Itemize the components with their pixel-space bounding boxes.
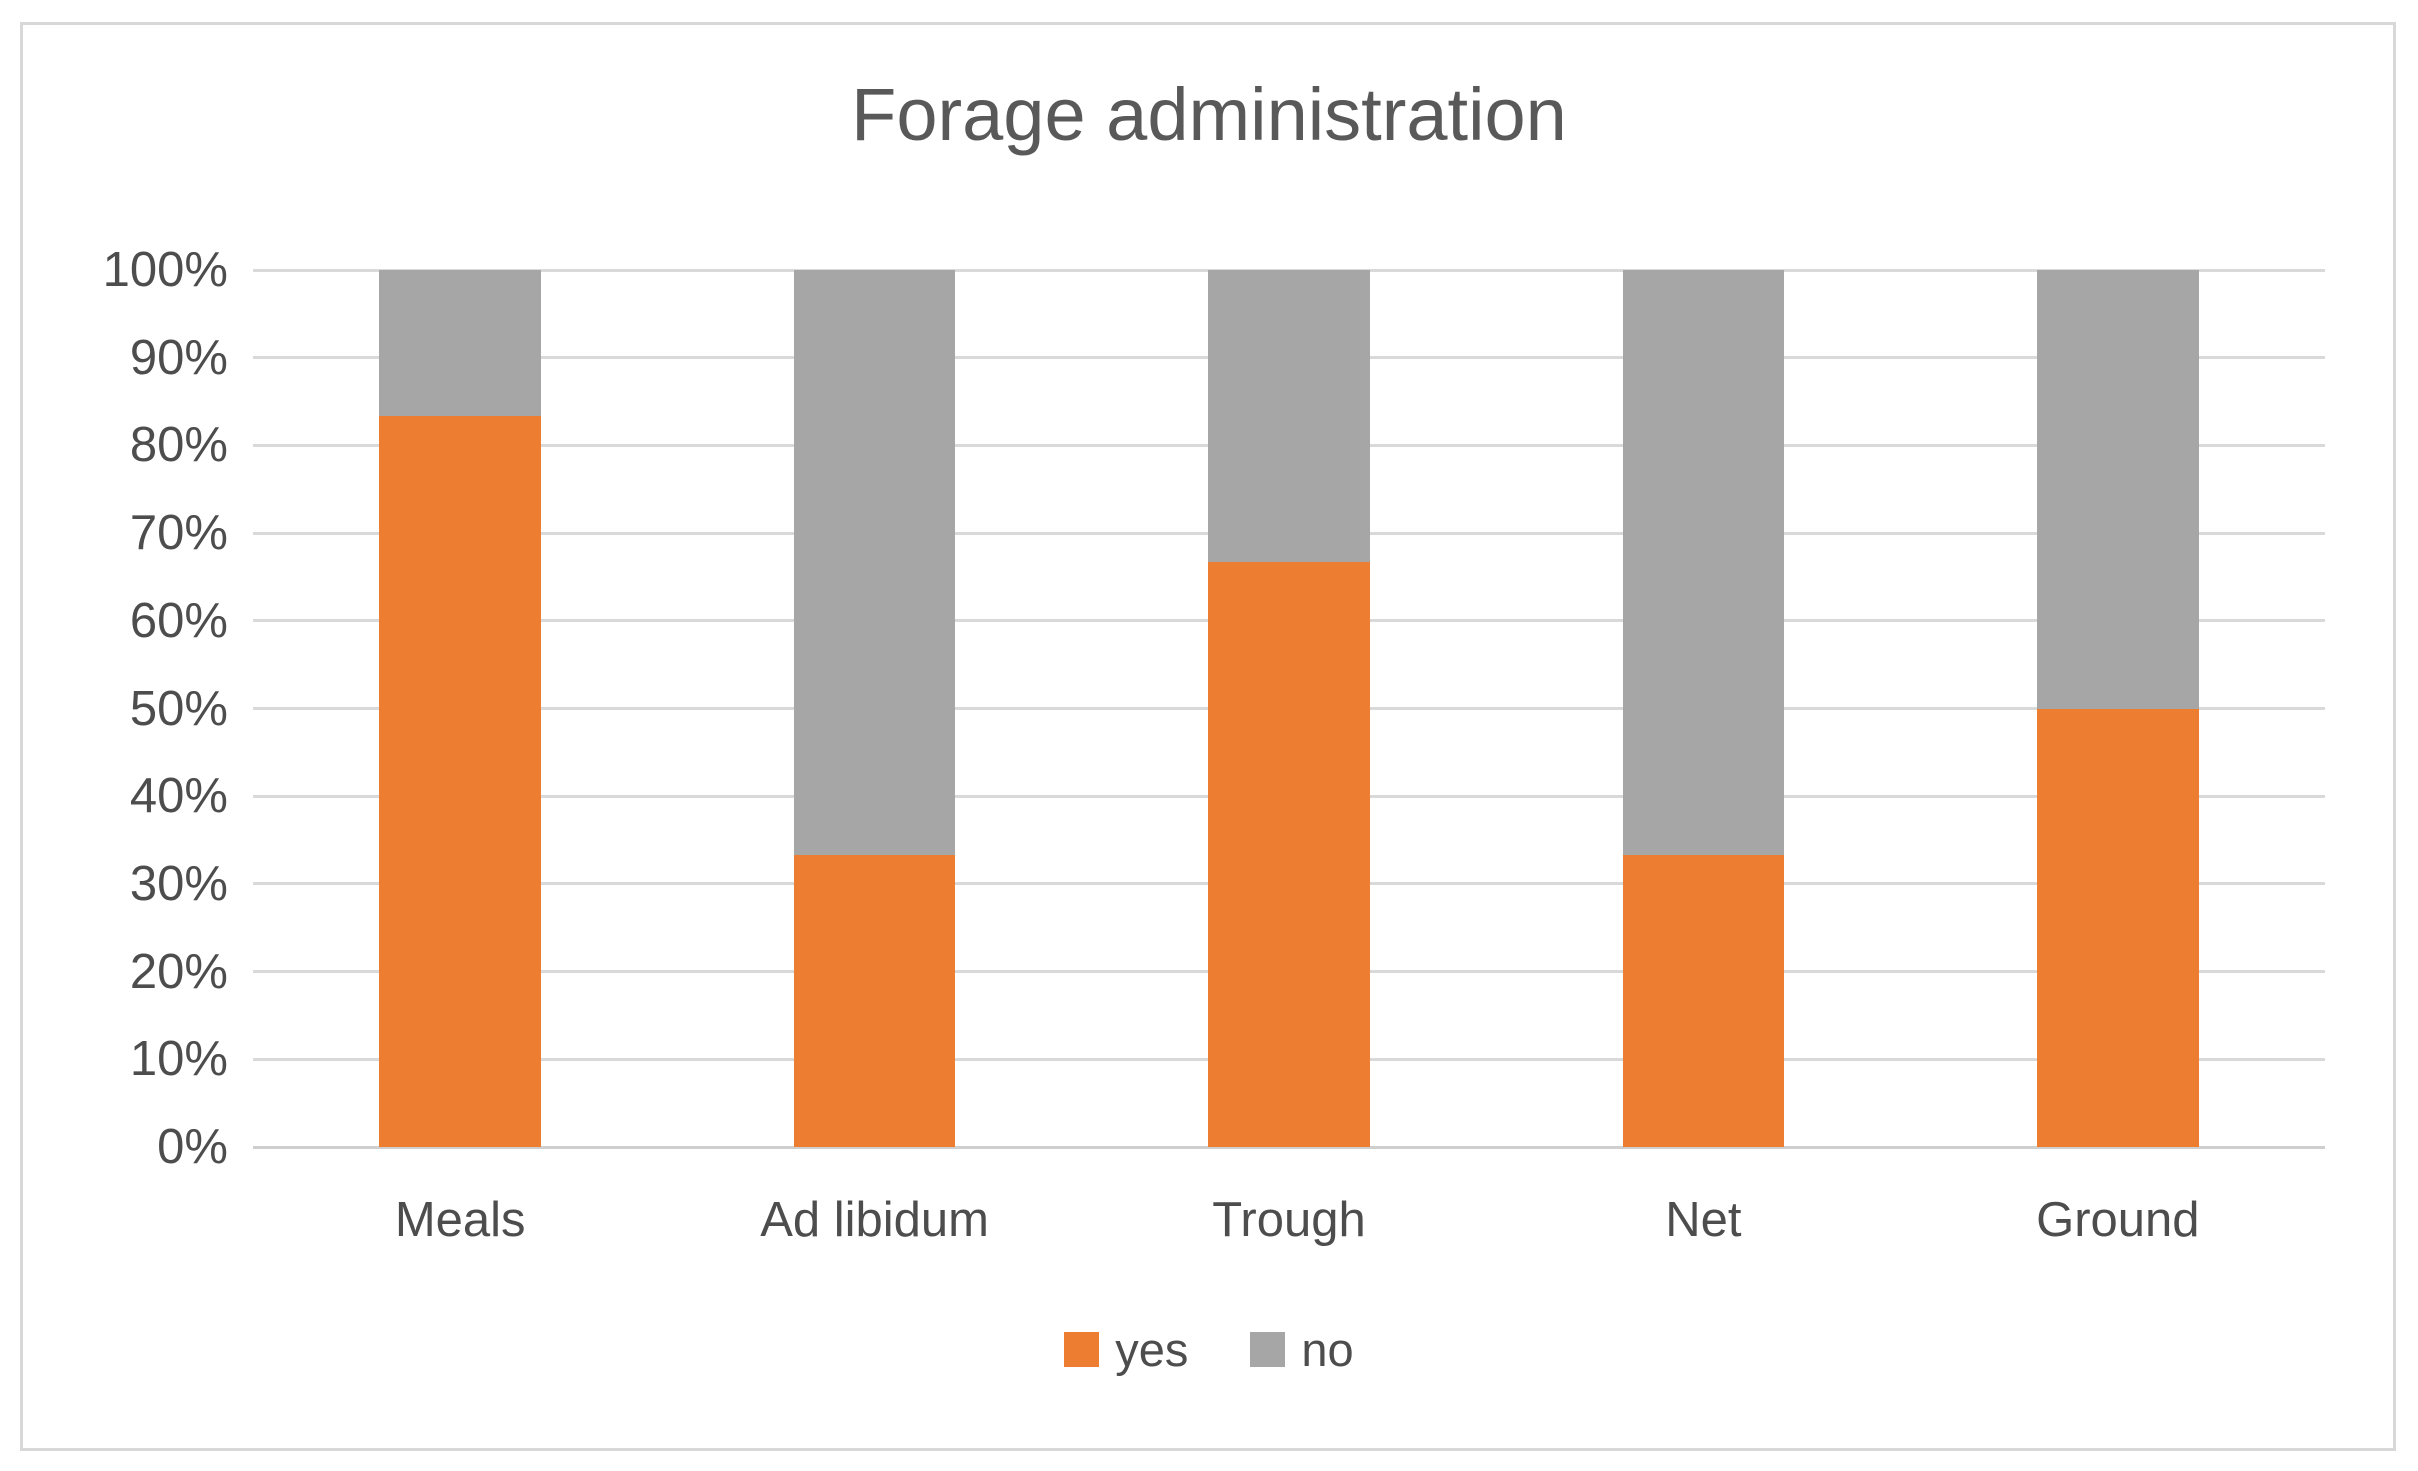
bar-slot-trough	[1082, 270, 1496, 1147]
legend-swatch-no	[1250, 1332, 1286, 1367]
legend-item-yes: yes	[1064, 1322, 1188, 1377]
legend-label-no: no	[1301, 1323, 1354, 1376]
bar-slot-net	[1496, 270, 1910, 1147]
y-tick-label: 40%	[129, 769, 228, 824]
gridline	[253, 1145, 2325, 1149]
x-axis: Meals Ad libidum Trough Net Ground	[253, 1192, 2325, 1248]
bar-meals	[379, 270, 541, 1147]
category-label: Ad libidum	[760, 1193, 989, 1247]
bar-segment-no	[1208, 270, 1370, 563]
y-tick-label: 0%	[157, 1120, 228, 1174]
y-tick-label: 80%	[129, 418, 228, 473]
y-tick-label: 100%	[102, 243, 228, 297]
y-tick-label: 70%	[129, 506, 228, 561]
legend-item-no: no	[1250, 1322, 1354, 1377]
chart-title: Forage administration	[851, 73, 1567, 156]
legend-swatch-yes	[1064, 1332, 1100, 1367]
category-label: Trough	[1212, 1193, 1366, 1247]
legend: yes no	[0, 1322, 2418, 1377]
bar-segment-yes	[1208, 562, 1370, 1147]
bar-segment-yes	[379, 416, 541, 1147]
category-label: Net	[1665, 1193, 1742, 1247]
bar-segment-no	[379, 270, 541, 417]
y-tick-label: 10%	[129, 1032, 228, 1087]
y-tick-label: 50%	[129, 681, 228, 736]
y-axis: 0% 10% 20% 30% 40% 50% 60% 70% 80% 90% 100%	[0, 243, 228, 1174]
category-label: Ground	[2036, 1193, 2200, 1247]
bar-ad-libidum	[793, 270, 956, 1147]
bar-segment-yes	[2036, 708, 2199, 1147]
y-tick-label: 90%	[129, 330, 228, 385]
legend-label-yes: yes	[1115, 1323, 1189, 1376]
bar-segment-yes	[1622, 854, 1785, 1147]
bar-net	[1622, 270, 1785, 1147]
bar-segment-no	[2036, 270, 2199, 709]
plot-area	[253, 268, 2325, 1149]
gridline	[253, 268, 2325, 272]
y-tick-label: 20%	[129, 944, 228, 999]
bar-slot-ground	[1911, 270, 2325, 1147]
bar-slot-ad-libidum	[667, 270, 1081, 1147]
bar-segment-yes	[793, 854, 956, 1147]
bar-segment-no	[793, 270, 956, 855]
category-label: Meals	[394, 1193, 526, 1247]
bar-slot-meals	[253, 270, 667, 1147]
bar-trough	[1208, 270, 1370, 1147]
y-tick-label: 60%	[129, 593, 228, 648]
bar-segment-no	[1622, 270, 1785, 855]
y-tick-label: 30%	[129, 856, 228, 911]
bar-ground	[2036, 270, 2199, 1147]
